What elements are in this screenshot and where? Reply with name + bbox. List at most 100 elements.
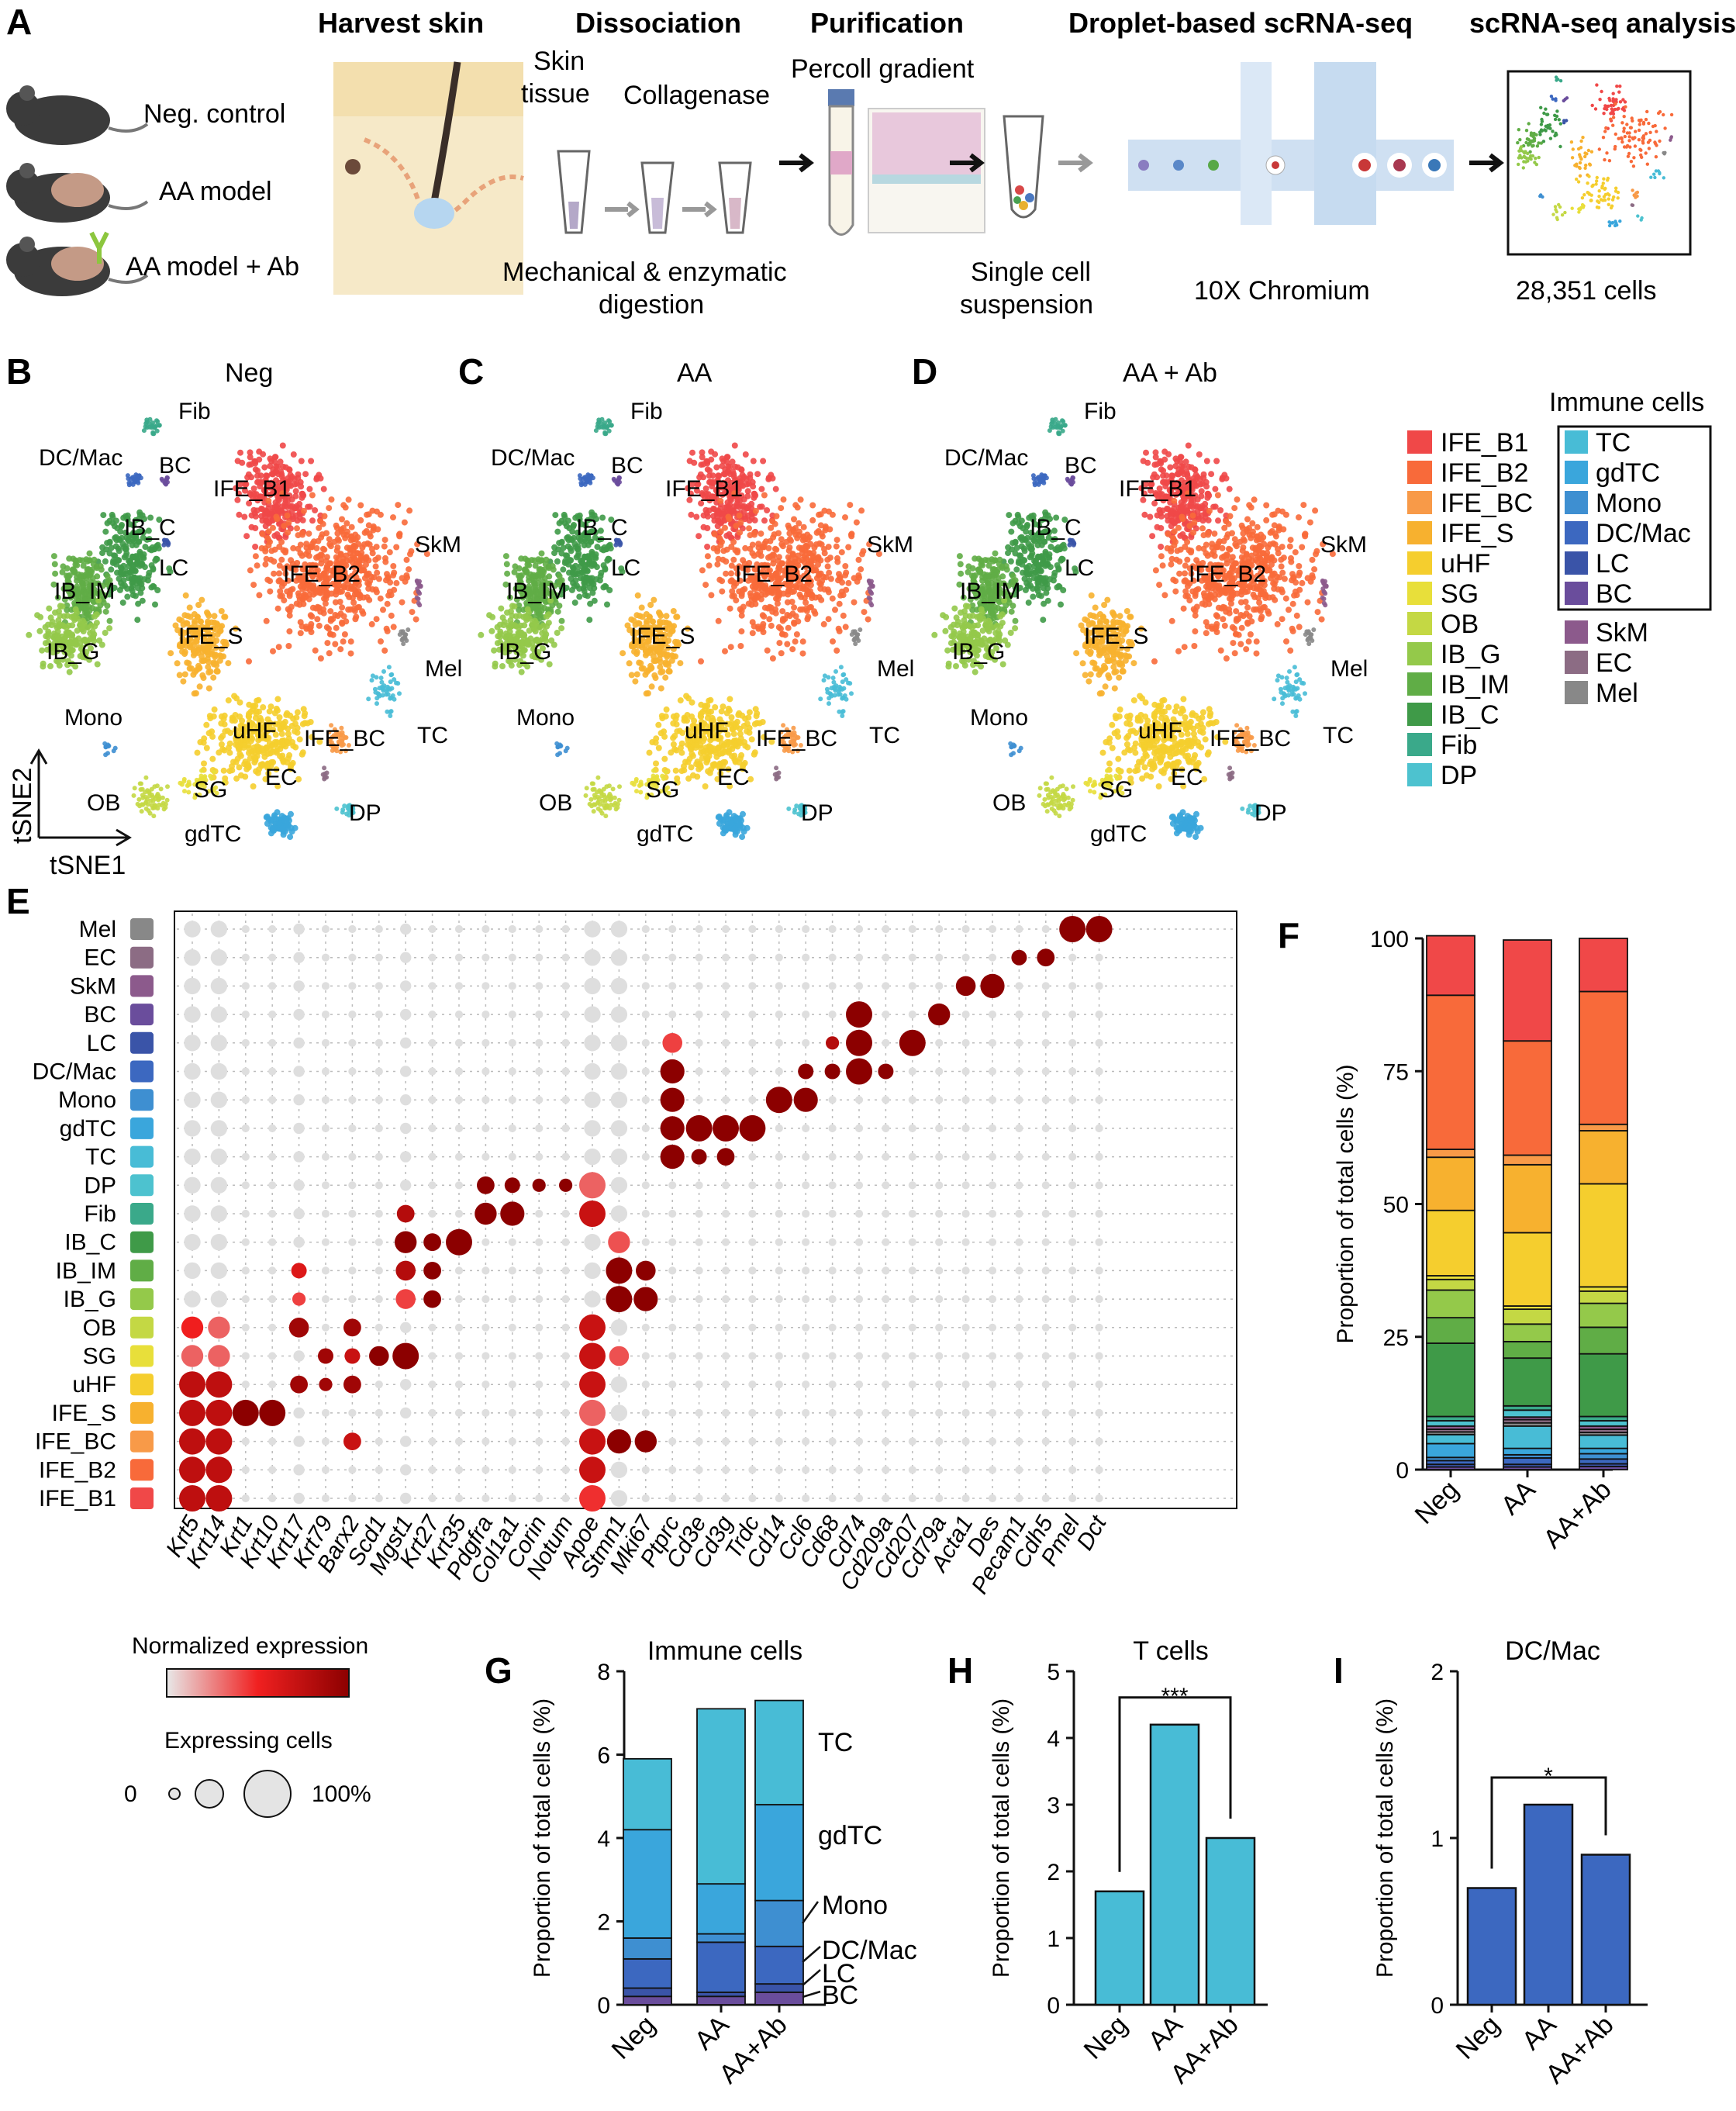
tsne-dot	[246, 500, 253, 507]
mini-dot	[1524, 140, 1528, 145]
tsne-dot	[116, 537, 123, 544]
tsne-dot	[663, 706, 670, 713]
tsne-dot	[293, 600, 300, 607]
tsne-dot	[277, 588, 284, 595]
tsne-dot	[205, 658, 212, 665]
cluster-label-mel: Mel	[425, 656, 462, 682]
tsne-dot	[523, 615, 530, 622]
mini-dot	[1539, 193, 1543, 197]
tsne-dot	[736, 512, 743, 519]
tsne-dot	[302, 578, 309, 585]
tsne-dot	[178, 617, 185, 624]
tsne-dot	[606, 783, 612, 789]
tsne-dot	[309, 492, 316, 499]
tsne-dot	[1219, 475, 1226, 482]
tsne-dot	[256, 592, 263, 599]
tsne-dot	[720, 548, 727, 555]
mini-dot	[1637, 128, 1641, 133]
tsne-dot	[313, 475, 320, 482]
tsne-dot	[221, 712, 228, 719]
tsne-dot	[144, 796, 150, 802]
tsne-dot	[581, 579, 588, 586]
tsne-dot	[766, 616, 773, 623]
tsne-dot	[377, 595, 384, 602]
tsne-dot	[236, 764, 243, 771]
tsne-dot	[276, 520, 282, 527]
tsne-dot	[146, 808, 151, 814]
tsne-dot	[135, 801, 140, 807]
tsne-dot	[122, 568, 129, 575]
tsne-dot	[606, 541, 613, 548]
tsne-dot	[825, 616, 832, 623]
tsne-dot	[826, 675, 831, 680]
tsne-dot	[332, 641, 339, 648]
cluster-label-lc: LC	[611, 555, 640, 581]
mini-dot	[1519, 149, 1524, 153]
mini-dot	[1555, 133, 1558, 136]
cluster-ec	[320, 765, 330, 782]
tsne-dot	[164, 482, 168, 487]
tsne-dot	[187, 613, 194, 620]
tsne-dot	[776, 589, 783, 596]
tsne-dot	[840, 612, 847, 619]
tsne-dot	[699, 567, 706, 574]
tsne-dot	[723, 558, 730, 565]
mini-dot	[1534, 162, 1539, 167]
tsne-dot	[637, 660, 644, 667]
mini-dot	[1523, 151, 1527, 155]
tsne-dot	[817, 522, 824, 529]
mini-dot	[1527, 122, 1531, 126]
tsne-dot	[779, 543, 786, 550]
tsne-dot	[390, 624, 397, 631]
cluster-label-uhf: uHF	[233, 718, 277, 744]
tsne-dot	[592, 802, 597, 807]
tsne-dot	[347, 650, 354, 657]
mini-dot	[1622, 109, 1627, 112]
tsne-dot	[210, 713, 217, 720]
tsne-panel-title: AA + Ab	[1123, 358, 1217, 388]
tsne-dot	[210, 625, 217, 632]
tsne-dot	[789, 646, 796, 653]
tsne-dot	[710, 762, 717, 769]
tsne-dot	[852, 629, 858, 634]
tsne-dot	[294, 724, 301, 731]
tsne-dot	[343, 531, 350, 538]
mini-dot	[1595, 179, 1599, 183]
mini-dot	[1634, 130, 1638, 133]
label-tissue: tissue	[521, 79, 590, 109]
mini-dot	[1645, 109, 1649, 114]
tsne-dot	[265, 497, 272, 504]
tsne-dot	[799, 638, 806, 645]
tsne-dot	[280, 547, 287, 554]
tsne-dot	[663, 769, 668, 775]
tsne-dot	[580, 481, 585, 486]
tsne-dot	[264, 821, 271, 827]
tsne-dot	[276, 570, 282, 577]
tsne-dot	[681, 767, 688, 774]
mini-dot	[1579, 146, 1583, 150]
mini-dot	[1615, 223, 1619, 227]
tsne-dot	[220, 767, 227, 774]
step-dissociation-title: Dissociation	[575, 7, 741, 39]
microfluidic-chip-icon	[1128, 62, 1454, 225]
tsne-dot	[595, 775, 601, 780]
tsne-dot	[323, 554, 330, 561]
tsne-dot	[716, 821, 723, 827]
tsne-dot	[26, 631, 33, 638]
tsne-dot	[283, 711, 290, 718]
mini-dot	[1558, 79, 1563, 83]
tsne-dot	[320, 606, 327, 613]
tsne-dot	[326, 625, 332, 632]
tsne-dot	[71, 568, 78, 575]
mini-dot	[1613, 132, 1617, 136]
tsne-dot	[316, 738, 323, 745]
tsne-dot	[72, 606, 79, 613]
tsne-dot	[253, 491, 260, 498]
mini-dot	[1639, 118, 1643, 122]
tsne-dot	[302, 471, 309, 478]
tsne-dot	[321, 546, 328, 553]
tsne-dot	[761, 613, 768, 620]
mini-dot	[1638, 123, 1641, 126]
tsne-dot	[374, 526, 381, 533]
tsne-dot	[663, 613, 670, 620]
